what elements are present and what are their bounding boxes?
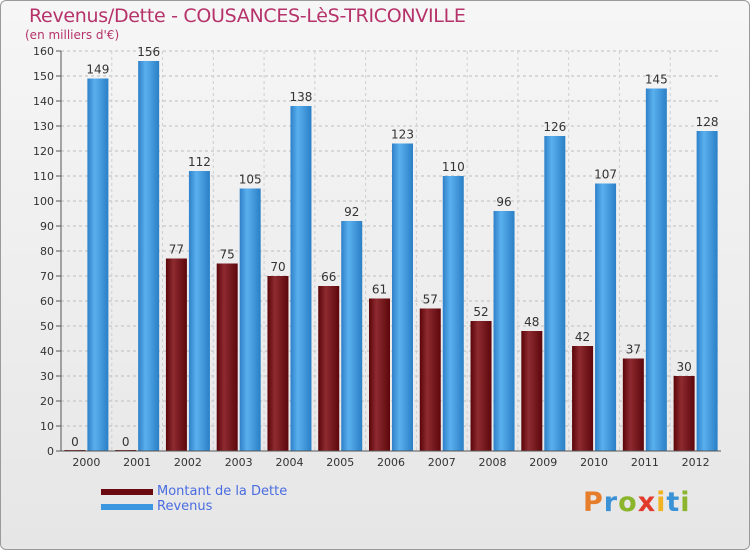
y-tick-label: 90 bbox=[40, 220, 54, 233]
y-tick-label: 150 bbox=[33, 70, 54, 83]
logo-letter: i bbox=[656, 487, 667, 518]
y-tick-label: 0 bbox=[47, 445, 54, 458]
bar-revenus-2001 bbox=[138, 61, 160, 451]
x-tick-label: 2005 bbox=[326, 456, 354, 469]
logo-letter: r bbox=[603, 487, 619, 518]
x-tick-label: 2003 bbox=[225, 456, 253, 469]
data-label: 61 bbox=[372, 283, 387, 297]
data-label: 77 bbox=[169, 243, 184, 257]
legend-swatch-debt bbox=[101, 489, 153, 495]
x-tick-label: 2007 bbox=[428, 456, 456, 469]
data-label: 52 bbox=[473, 305, 488, 319]
bar-revenus-2002 bbox=[188, 171, 210, 451]
bar-revenus-2000 bbox=[87, 78, 109, 451]
x-tick-label: 2008 bbox=[479, 456, 507, 469]
bar-revenus-2010 bbox=[595, 183, 617, 451]
x-tick-label: 2011 bbox=[631, 456, 659, 469]
bar-dette-2010 bbox=[572, 346, 594, 451]
proxiti-logo: Proxiti bbox=[583, 487, 691, 518]
bar-dette-2002 bbox=[165, 258, 187, 451]
y-tick-label: 60 bbox=[40, 295, 54, 308]
data-label: 0 bbox=[122, 435, 130, 449]
y-tick-label: 130 bbox=[33, 120, 54, 133]
bar-revenus-2008 bbox=[493, 211, 515, 451]
bar-dette-2007 bbox=[419, 308, 441, 451]
x-tick-label: 2009 bbox=[529, 456, 557, 469]
data-label: 92 bbox=[344, 205, 359, 219]
data-label: 128 bbox=[696, 115, 719, 129]
data-label: 156 bbox=[137, 45, 160, 59]
x-tick-label: 2004 bbox=[275, 456, 303, 469]
y-tick-label: 140 bbox=[33, 95, 54, 108]
data-label: 57 bbox=[423, 293, 438, 307]
data-label: 42 bbox=[575, 330, 590, 344]
data-label: 48 bbox=[524, 315, 539, 329]
data-label: 70 bbox=[270, 260, 285, 274]
y-tick-label: 30 bbox=[40, 370, 54, 383]
bar-revenus-2007 bbox=[442, 176, 464, 451]
bar-revenus-2003 bbox=[239, 188, 261, 451]
data-label: 75 bbox=[220, 248, 235, 262]
bar-dette-2004 bbox=[267, 276, 289, 451]
logo-letter: P bbox=[583, 487, 604, 518]
y-tick-label: 160 bbox=[33, 45, 54, 58]
bar-dette-2008 bbox=[470, 321, 492, 451]
x-tick-label: 2002 bbox=[174, 456, 202, 469]
logo-letter: x bbox=[637, 487, 657, 518]
bar-dette-2011 bbox=[622, 358, 644, 451]
bar-dette-2006 bbox=[369, 298, 390, 451]
x-tick-label: 2010 bbox=[580, 456, 608, 469]
legend-swatch-revenus bbox=[101, 504, 153, 510]
bar-revenus-2005 bbox=[341, 221, 363, 451]
data-label: 123 bbox=[391, 128, 414, 142]
y-tick-label: 110 bbox=[33, 170, 54, 183]
data-label: 105 bbox=[239, 173, 262, 187]
y-tick-label: 20 bbox=[40, 395, 54, 408]
bar-revenus-2004 bbox=[290, 106, 312, 451]
legend-label-debt: Montant de la Dette bbox=[157, 484, 288, 499]
chart-subtitle: (en milliers d'€) bbox=[25, 28, 120, 42]
data-label: 138 bbox=[290, 90, 313, 104]
bar-dette-2009 bbox=[521, 331, 543, 451]
logo-letter: t bbox=[666, 487, 681, 518]
bar-revenus-2012 bbox=[696, 131, 718, 451]
y-tick-label: 10 bbox=[40, 420, 54, 433]
data-label: 66 bbox=[321, 270, 336, 284]
x-tick-label: 2000 bbox=[72, 456, 100, 469]
legend-label-revenus: Revenus bbox=[157, 499, 213, 514]
y-tick-label: 100 bbox=[33, 195, 54, 208]
bar-revenus-2006 bbox=[392, 143, 413, 451]
logo-letter: o bbox=[618, 487, 638, 518]
chart-title: Revenus/Dette - COUSANCES-LèS-TRICONVILL… bbox=[29, 5, 466, 27]
y-tick-label: 80 bbox=[40, 245, 54, 258]
data-label: 112 bbox=[188, 155, 211, 169]
y-tick-label: 50 bbox=[40, 320, 54, 333]
data-label: 107 bbox=[594, 168, 617, 182]
data-label: 37 bbox=[626, 343, 641, 357]
bar-dette-2005 bbox=[318, 286, 340, 451]
y-tick-label: 120 bbox=[33, 145, 54, 158]
bar-dette-2012 bbox=[673, 376, 695, 451]
y-tick-label: 70 bbox=[40, 270, 54, 283]
data-label: 0 bbox=[71, 435, 79, 449]
data-label: 145 bbox=[645, 73, 668, 87]
bar-revenus-2009 bbox=[544, 136, 566, 451]
data-label: 96 bbox=[496, 195, 511, 209]
logo-letter: i bbox=[680, 487, 691, 518]
data-label: 110 bbox=[442, 160, 465, 174]
x-tick-label: 2006 bbox=[377, 456, 405, 469]
x-tick-label: 2012 bbox=[682, 456, 710, 469]
data-label: 149 bbox=[86, 63, 109, 77]
data-label: 126 bbox=[543, 120, 566, 134]
data-label: 30 bbox=[676, 360, 691, 374]
y-tick-label: 40 bbox=[40, 345, 54, 358]
x-tick-label: 2001 bbox=[123, 456, 151, 469]
bar-revenus-2011 bbox=[645, 88, 667, 451]
bar-dette-2003 bbox=[216, 263, 238, 451]
